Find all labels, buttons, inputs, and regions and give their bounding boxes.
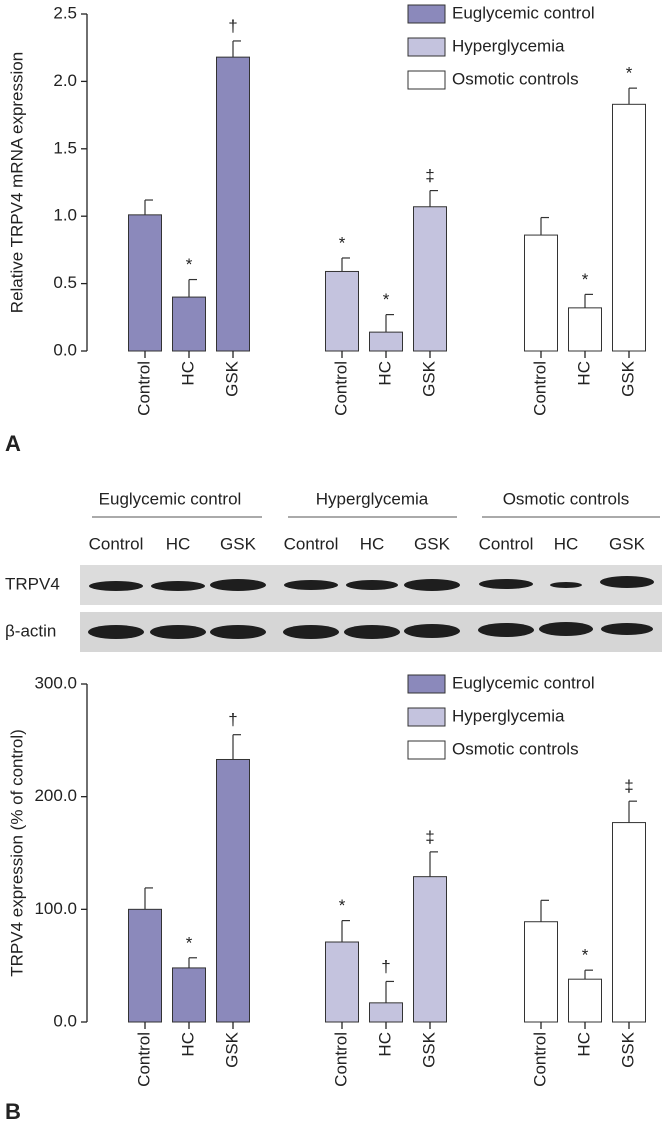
legend-swatch	[407, 674, 446, 694]
significance-marker: *	[186, 933, 193, 952]
bar	[413, 876, 447, 1023]
lane-label: HC	[166, 534, 191, 553]
significance-marker: *	[582, 270, 589, 289]
bar	[325, 270, 359, 352]
y-tick-label: 0.5	[53, 273, 77, 292]
x-tick-label: Control	[134, 361, 153, 416]
blot-row-label: β-actin	[5, 621, 56, 640]
significance-marker: ‡	[624, 777, 633, 796]
bar	[413, 206, 447, 352]
x-tick-label: Control	[530, 361, 549, 416]
significance-marker: *	[582, 946, 589, 965]
bar	[369, 1002, 403, 1023]
significance-marker: *	[186, 255, 193, 274]
significance-marker: †	[381, 957, 390, 976]
legend-swatch	[407, 4, 446, 24]
y-tick-label: 2.0	[53, 71, 77, 90]
blot-row-label: TRPV4	[5, 574, 60, 593]
bar	[128, 908, 162, 1023]
y-tick-label: 2.5	[53, 3, 77, 22]
y-tick-label: 200.0	[34, 786, 77, 805]
legend-swatch	[407, 707, 446, 727]
western-blot: Euglycemic control Hyperglycemia Osmotic…	[5, 489, 662, 652]
panel-label: B	[5, 1099, 21, 1124]
lane-label: GSK	[609, 534, 646, 553]
y-axis-label: TRPV4 expression (% of control)	[7, 729, 26, 977]
lane-label: GSK	[220, 534, 257, 553]
x-tick-label: Control	[331, 1032, 350, 1087]
bar	[568, 307, 602, 352]
bar	[612, 822, 646, 1023]
bar	[325, 941, 359, 1023]
legend-swatch	[407, 37, 446, 57]
x-tick-label: GSK	[618, 360, 637, 397]
blot-group-label: Hyperglycemia	[316, 489, 429, 508]
x-tick-label: Control	[134, 1032, 153, 1087]
x-tick-label: GSK	[419, 1031, 438, 1068]
significance-marker: ‡	[425, 166, 434, 185]
lane-label: HC	[554, 534, 579, 553]
bar	[568, 978, 602, 1023]
legend-label: Osmotic controls	[452, 739, 579, 758]
significance-marker: †	[228, 16, 237, 35]
legend-label: Hyperglycemia	[452, 706, 565, 725]
blot-bands	[88, 576, 654, 639]
lane-label: HC	[360, 534, 385, 553]
significance-marker: *	[383, 290, 390, 309]
bar	[128, 214, 162, 352]
y-tick-label: 300.0	[34, 673, 77, 692]
y-tick-label: 1.0	[53, 206, 77, 225]
y-tick-label: 1.5	[53, 138, 77, 157]
x-tick-label: Control	[530, 1032, 549, 1087]
x-tick-label: GSK	[222, 360, 241, 397]
y-tick-label: 0.0	[53, 340, 77, 359]
lane-label: GSK	[414, 534, 451, 553]
panel-label: A	[5, 431, 21, 456]
x-tick-label: GSK	[618, 1031, 637, 1068]
y-tick-label: 0.0	[53, 1011, 77, 1030]
significance-marker: *	[339, 896, 346, 915]
legend-swatch	[407, 740, 446, 760]
x-tick-label: Control	[331, 361, 350, 416]
significance-marker: †	[228, 710, 237, 729]
blot-group-label: Osmotic controls	[503, 489, 630, 508]
x-tick-label: HC	[178, 1032, 197, 1057]
legend-label: Euglycemic control	[452, 673, 595, 692]
significance-marker: *	[339, 233, 346, 252]
blot-group-label: Euglycemic control	[99, 489, 242, 508]
significance-marker: *	[626, 64, 633, 83]
bar	[216, 56, 250, 352]
x-tick-label: HC	[574, 361, 593, 386]
x-tick-label: GSK	[222, 1031, 241, 1068]
lane-label: Control	[89, 534, 144, 553]
y-axis-label: Relative TRPV4 mRNA expression	[7, 52, 26, 313]
bar	[369, 331, 403, 352]
x-tick-label: HC	[178, 361, 197, 386]
bar	[524, 234, 558, 352]
legend-swatch	[407, 70, 446, 90]
x-tick-label: HC	[574, 1032, 593, 1057]
x-tick-label: HC	[375, 1032, 394, 1057]
lane-label: Control	[284, 534, 339, 553]
bar	[172, 296, 206, 352]
x-tick-label: HC	[375, 361, 394, 386]
bar	[216, 758, 250, 1023]
y-tick-label: 100.0	[34, 899, 77, 918]
bar	[612, 103, 646, 352]
legend-label: Euglycemic control	[452, 3, 595, 22]
legend-label: Hyperglycemia	[452, 36, 565, 55]
bar	[172, 967, 206, 1023]
bar	[524, 921, 558, 1023]
legend-label: Osmotic controls	[452, 69, 579, 88]
significance-marker: ‡	[425, 827, 434, 846]
lane-label: Control	[479, 534, 534, 553]
x-tick-label: GSK	[419, 360, 438, 397]
